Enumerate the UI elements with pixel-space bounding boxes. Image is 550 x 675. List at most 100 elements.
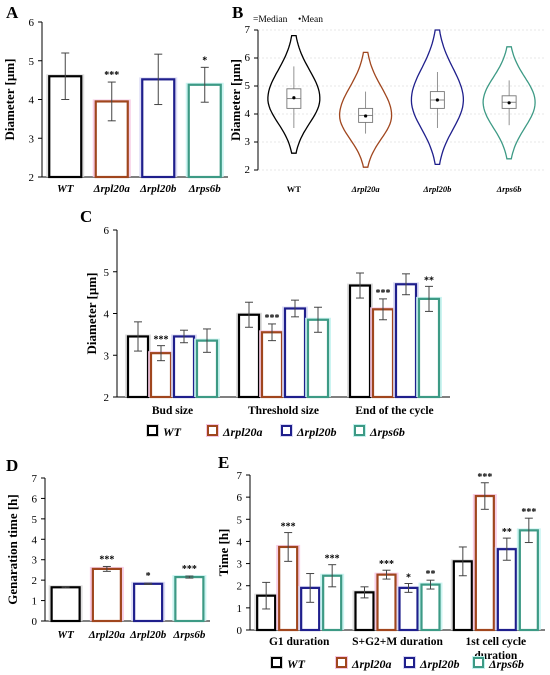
y-tick-label: 7 bbox=[237, 470, 243, 482]
bar bbox=[394, 283, 418, 399]
bar bbox=[420, 583, 441, 632]
y-tick-label: 2 bbox=[29, 172, 35, 184]
significance-mark: *** bbox=[379, 559, 394, 570]
violin-mean bbox=[292, 96, 296, 100]
y-tick-label: 3 bbox=[104, 350, 110, 362]
legend-label: Δrps6b bbox=[369, 425, 405, 439]
legend-label: Δrpl20b bbox=[419, 657, 460, 671]
y-tick-label: 3 bbox=[29, 133, 35, 145]
significance-mark: *** bbox=[154, 335, 169, 346]
x-category-label: 1st cell cycle bbox=[465, 636, 526, 648]
x-category-label: Δrpl20b bbox=[129, 629, 167, 641]
y-axis-title: Genaration time [h] bbox=[5, 494, 20, 604]
significance-mark: *** bbox=[104, 70, 119, 81]
legend-label: Δrpl20a bbox=[351, 657, 392, 671]
bar bbox=[348, 284, 372, 399]
panel-d: D 0 1 2 3 4 5 6 7 Genaration time [h] WT *** Δrpl20a… bbox=[5, 456, 210, 641]
y-axis-title: Diameter [µm] bbox=[228, 59, 243, 141]
y-tick-label: 6 bbox=[245, 52, 251, 64]
panel-label: E bbox=[218, 453, 229, 472]
y-axis-title: Diameter [µm] bbox=[84, 273, 99, 355]
x-category-label: WT bbox=[287, 184, 302, 194]
x-category-label: Δrps6b bbox=[172, 629, 205, 641]
x-category-label: Δrps6b bbox=[496, 184, 522, 194]
y-tick-label: 4 bbox=[32, 534, 38, 546]
bar bbox=[260, 331, 284, 399]
y-tick-label: 6 bbox=[104, 225, 110, 237]
y-tick-label: 5 bbox=[104, 267, 110, 279]
legend-swatch bbox=[207, 425, 218, 436]
violin bbox=[482, 46, 536, 160]
bar bbox=[398, 586, 419, 632]
legend-label: Δrpl20b bbox=[296, 425, 337, 439]
panel-c: C 2 3 4 5 6 Diameter [µm] *** Bud size *** Thresho… bbox=[80, 207, 450, 439]
y-tick-label: 2 bbox=[245, 164, 251, 176]
x-category-label: Δrpl20b bbox=[422, 184, 451, 194]
violin-mean bbox=[507, 101, 511, 105]
y-tick-label: 4 bbox=[104, 309, 110, 321]
y-tick-label: 6 bbox=[29, 17, 35, 29]
violin bbox=[338, 51, 393, 168]
legend-swatch bbox=[404, 657, 415, 668]
violin-mean bbox=[435, 98, 439, 102]
legend-swatch bbox=[473, 657, 484, 668]
legend-item: =Median bbox=[253, 15, 288, 25]
significance-mark: * bbox=[202, 55, 207, 66]
y-tick-label: 0 bbox=[237, 625, 243, 637]
y-tick-label: 3 bbox=[245, 136, 251, 148]
x-category-label: Δrpl20a bbox=[88, 629, 126, 641]
x-category-label: G1 duration bbox=[269, 636, 330, 648]
x-category-label: Threshold size bbox=[248, 405, 319, 417]
y-tick-label: 3 bbox=[32, 555, 38, 567]
significance-mark: ** bbox=[502, 527, 512, 538]
bar bbox=[141, 78, 176, 179]
bar bbox=[174, 575, 205, 623]
significance-mark: ** bbox=[424, 275, 434, 286]
significance-mark: *** bbox=[325, 554, 340, 565]
x-category-label: Δrpl20b bbox=[139, 183, 177, 195]
y-axis-title: Diameter [µm] bbox=[2, 59, 17, 141]
y-tick-label: 0 bbox=[32, 616, 38, 628]
x-category-label: Bud size bbox=[152, 405, 193, 417]
legend-swatch bbox=[281, 425, 292, 436]
y-tick-label: 1 bbox=[237, 603, 243, 615]
y-tick-label: 4 bbox=[29, 95, 35, 107]
bar bbox=[371, 308, 395, 399]
legend-label: WT bbox=[163, 425, 182, 439]
panel-b: B =Median •Mean 2 3 4 5 6 7 Diameter [µm] WT Δrpl20… bbox=[228, 3, 545, 194]
x-category-label: Δrpl20a bbox=[93, 183, 131, 195]
significance-mark: * bbox=[406, 573, 411, 584]
bar bbox=[496, 548, 517, 632]
y-tick-label: 4 bbox=[237, 536, 243, 548]
x-category-label: duration bbox=[474, 650, 517, 662]
significance-mark: *** bbox=[521, 507, 536, 518]
bar bbox=[91, 567, 122, 623]
bar bbox=[518, 529, 539, 632]
x-category-label: S+G2+M duration bbox=[352, 636, 443, 648]
panel-a: A 2 3 4 5 6 Diameter [µm] WT *** Δrpl20a Δrpl20b * Δ… bbox=[2, 3, 228, 195]
panel-label: D bbox=[6, 456, 18, 475]
bar bbox=[172, 335, 196, 399]
violin bbox=[267, 34, 321, 154]
bar bbox=[283, 307, 307, 399]
y-tick-label: 4 bbox=[245, 108, 251, 120]
violin-mean bbox=[364, 114, 368, 118]
y-tick-label: 7 bbox=[245, 24, 251, 36]
y-axis-title: Time [h] bbox=[216, 529, 231, 577]
panel-label: B bbox=[232, 3, 243, 22]
significance-mark: *** bbox=[99, 554, 114, 565]
violin bbox=[410, 29, 465, 166]
significance-mark: *** bbox=[477, 472, 492, 483]
legend-label: Δrpl20a bbox=[222, 425, 263, 439]
significance-mark: *** bbox=[376, 288, 391, 299]
y-tick-label: 1 bbox=[32, 596, 38, 608]
y-tick-label: 6 bbox=[237, 492, 243, 504]
significance-mark: *** bbox=[182, 564, 197, 575]
legend-item: •Mean bbox=[298, 15, 323, 25]
y-tick-label: 2 bbox=[32, 575, 38, 587]
y-tick-label: 7 bbox=[32, 473, 38, 485]
legend-swatch bbox=[271, 657, 282, 668]
bar bbox=[133, 582, 164, 623]
